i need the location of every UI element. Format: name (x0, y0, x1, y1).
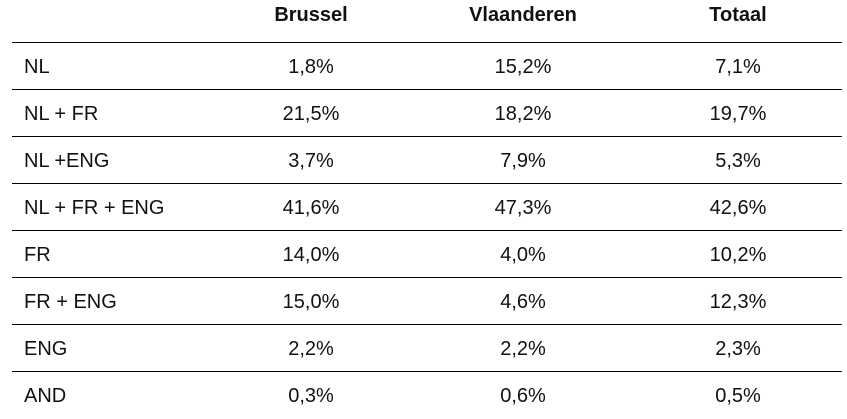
row-label: FR (24, 244, 51, 266)
table-row: NL 1,8% 15,2% 7,1% (12, 43, 842, 90)
cell-totaal: 42,6% (709, 197, 767, 219)
row-label: AND (24, 385, 67, 407)
cell-vlaanderen: 7,9% (500, 150, 546, 172)
cell-vlaanderen: 4,0% (500, 244, 546, 266)
cell-brussel: 1,8% (288, 56, 334, 78)
cell-brussel: 15,0% (282, 291, 340, 313)
table-row: FR 14,0% 4,0% 10,2% (12, 231, 842, 278)
table-row: NL + FR 21,5% 18,2% 19,7% (12, 90, 842, 137)
cell-brussel: 0,3% (288, 385, 334, 407)
cell-brussel: 2,2% (288, 338, 334, 360)
cell-vlaanderen: 2,2% (500, 338, 546, 360)
table-row: FR + ENG 15,0% 4,6% 12,3% (12, 278, 842, 325)
cell-totaal: 5,3% (715, 150, 761, 172)
row-label: ENG (24, 338, 68, 360)
column-header-totaal: Totaal (709, 4, 767, 26)
cell-vlaanderen: 18,2% (494, 103, 552, 125)
column-header-vlaanderen: Vlaanderen (469, 4, 577, 26)
cell-totaal: 10,2% (709, 244, 767, 266)
cell-totaal: 12,3% (709, 291, 767, 313)
cell-brussel: 14,0% (282, 244, 340, 266)
cell-vlaanderen: 15,2% (494, 56, 552, 78)
table-row: NL +ENG 3,7% 7,9% 5,3% (12, 137, 842, 184)
cell-totaal: 7,1% (715, 56, 761, 78)
cell-totaal: 2,3% (715, 338, 761, 360)
column-header-brussel: Brussel (274, 4, 348, 26)
cell-totaal: 0,5% (715, 385, 761, 407)
cell-brussel: 41,6% (282, 197, 340, 219)
row-label: NL (24, 56, 50, 78)
row-label: NL +ENG (24, 150, 110, 172)
cell-vlaanderen: 4,6% (500, 291, 546, 313)
cell-brussel: 21,5% (282, 103, 340, 125)
table-row: AND 0,3% 0,6% 0,5% (12, 372, 842, 419)
language-table: Brussel Vlaanderen Totaal NL 1,8% 15,2% … (12, 0, 842, 419)
cell-vlaanderen: 0,6% (500, 385, 546, 407)
cell-vlaanderen: 47,3% (494, 197, 552, 219)
row-label: NL + FR + ENG (24, 197, 165, 219)
cell-totaal: 19,7% (709, 103, 767, 125)
row-label: NL + FR (24, 103, 99, 125)
cell-brussel: 3,7% (288, 150, 334, 172)
table-row: NL + FR + ENG 41,6% 47,3% 42,6% (12, 184, 842, 231)
table-row: ENG 2,2% 2,2% 2,3% (12, 325, 842, 372)
table-header-row: Brussel Vlaanderen Totaal (12, 0, 842, 43)
row-label: FR + ENG (24, 291, 117, 313)
